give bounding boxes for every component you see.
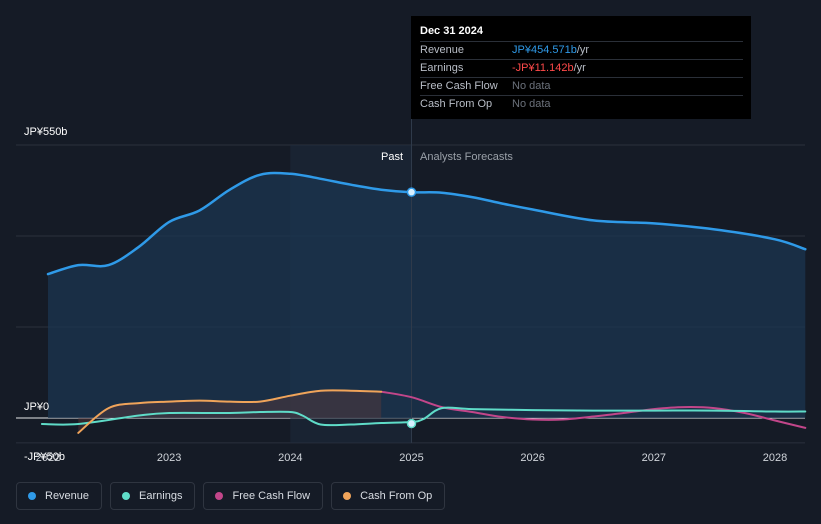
x-tick-label: 2025 (399, 452, 423, 464)
legend-label: Earnings (139, 490, 183, 502)
series-line-earnings (40, 406, 807, 427)
legend-label: Revenue (45, 490, 90, 502)
tooltip-unit: /yr (573, 62, 586, 74)
legend-label: Free Cash Flow (232, 490, 311, 502)
x-tick-label: 2026 (520, 452, 544, 464)
highlight-markers (406, 187, 417, 429)
x-axis-labels: 2022 2023 2024 2025 2026 2027 2028 (36, 452, 787, 464)
y-tick-label: JP¥550b (24, 126, 67, 138)
series-lines (40, 171, 807, 434)
x-tick-label: 2022 (36, 452, 60, 464)
highlight-point-revenue (406, 187, 417, 197)
past-label: Past (381, 151, 403, 163)
cash-from-op-dot-icon (343, 492, 352, 500)
legend-item-cash-from-op[interactable]: Cash From Op (331, 482, 446, 510)
tooltip-row-cfo: Cash From Op No data (420, 95, 743, 113)
legend-item-free-cash-flow[interactable]: Free Cash Flow (203, 482, 324, 510)
x-tick-label: 2023 (157, 452, 181, 464)
forecast-label: Analysts Forecasts (420, 151, 513, 163)
cash-from-op-area (78, 390, 382, 433)
x-tick-label: 2028 (763, 452, 787, 464)
tooltip-label: Earnings (420, 62, 464, 74)
legend: Revenue Earnings Free Cash Flow Cash Fro… (16, 482, 446, 510)
series-line-cfo (77, 389, 383, 434)
tooltip-label: Revenue (420, 44, 465, 56)
series-line-revenue (46, 171, 807, 276)
y-axis-labels: JP¥550b JP¥0 -JP¥50b (24, 126, 67, 463)
tooltip-value: JP¥454.571b (512, 44, 577, 56)
legend-item-earnings[interactable]: Earnings (110, 482, 196, 510)
earnings-dot-icon (122, 492, 131, 500)
tooltip-row-earnings: Earnings -JP¥11.142b /yr (420, 59, 743, 77)
y-tick-label: -JP¥50b (24, 451, 65, 463)
tooltip-row-fcf: Free Cash Flow No data (420, 77, 743, 95)
tooltip-row-revenue: Revenue JP¥454.571b /yr (420, 41, 743, 59)
revenue-area (48, 173, 806, 418)
tooltip-label: Cash From Op (420, 98, 493, 110)
tooltip-value: No data (512, 98, 551, 110)
tooltip-label: Free Cash Flow (420, 80, 498, 92)
x-tick-label: 2024 (278, 452, 302, 464)
highlight-point-earnings (406, 418, 417, 429)
tooltip-value: -JP¥11.142b (512, 62, 574, 74)
tooltip-value: No data (512, 80, 551, 92)
x-tick-label: 2027 (642, 452, 666, 464)
revenue-dot-icon (28, 492, 36, 500)
tooltip-date: Dec 31 2024 (420, 25, 483, 37)
y-tick-label: JP¥0 (24, 401, 49, 413)
free-cash-flow-dot-icon (215, 492, 224, 500)
tooltip-unit: /yr (576, 44, 590, 56)
tooltip: Dec 31 2024 Revenue JP¥454.571b /yr Earn… (411, 16, 751, 119)
legend-label: Cash From Op (360, 490, 433, 502)
legend-item-revenue[interactable]: Revenue (16, 482, 103, 510)
